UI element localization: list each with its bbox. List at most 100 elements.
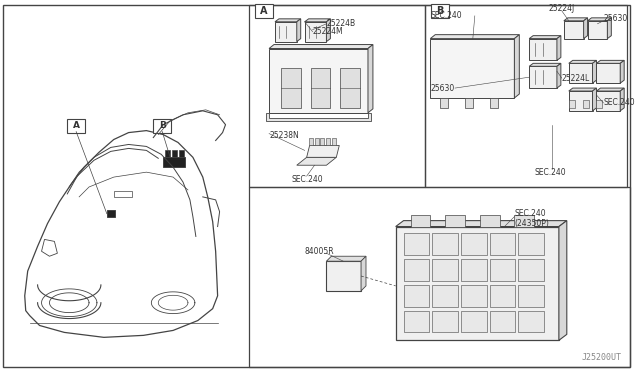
Polygon shape <box>326 19 330 42</box>
Bar <box>281 68 301 108</box>
Bar <box>564 21 584 39</box>
Polygon shape <box>596 88 624 91</box>
Polygon shape <box>269 45 373 48</box>
Polygon shape <box>559 221 567 340</box>
Bar <box>461 311 486 333</box>
Bar <box>432 311 458 333</box>
Polygon shape <box>326 256 366 261</box>
Text: A: A <box>73 121 79 130</box>
Bar <box>404 285 429 307</box>
Polygon shape <box>557 36 561 60</box>
Polygon shape <box>275 19 301 22</box>
Polygon shape <box>297 157 337 165</box>
Bar <box>461 259 486 281</box>
Polygon shape <box>588 18 611 21</box>
Text: 84005R: 84005R <box>305 247 334 256</box>
Bar <box>518 285 544 307</box>
Bar <box>249 5 426 187</box>
Bar <box>490 259 515 281</box>
Polygon shape <box>361 256 366 291</box>
Bar <box>490 311 515 333</box>
Polygon shape <box>297 19 301 42</box>
Text: SEC.240: SEC.240 <box>430 12 462 20</box>
Text: 25224B: 25224B <box>326 19 356 28</box>
Bar <box>321 138 324 145</box>
Bar <box>163 157 185 167</box>
Bar <box>404 311 429 333</box>
Text: SEC.240: SEC.240 <box>534 168 566 177</box>
Bar <box>326 138 330 145</box>
Bar <box>326 261 361 291</box>
Text: 25224J: 25224J <box>549 4 575 13</box>
Polygon shape <box>569 60 596 63</box>
Bar <box>490 285 515 307</box>
Bar <box>404 259 429 281</box>
Text: 25238N: 25238N <box>269 131 299 140</box>
Polygon shape <box>557 63 561 88</box>
Text: SEC.240: SEC.240 <box>515 209 546 218</box>
Text: B: B <box>159 121 166 130</box>
Polygon shape <box>430 35 519 39</box>
Polygon shape <box>584 18 588 39</box>
Bar <box>445 215 465 227</box>
Bar <box>340 68 360 108</box>
Text: 25224M: 25224M <box>312 27 343 36</box>
Polygon shape <box>266 113 371 121</box>
Bar <box>490 98 497 108</box>
Polygon shape <box>620 60 624 83</box>
Polygon shape <box>620 88 624 111</box>
Polygon shape <box>515 35 519 98</box>
Text: (24350P): (24350P) <box>515 219 549 228</box>
Bar <box>314 138 319 145</box>
Polygon shape <box>607 18 611 39</box>
Polygon shape <box>593 60 596 83</box>
Bar <box>179 150 184 157</box>
Bar <box>432 259 458 281</box>
Bar <box>432 234 458 255</box>
Bar <box>255 4 273 18</box>
Bar <box>518 234 544 255</box>
Polygon shape <box>368 45 373 113</box>
Polygon shape <box>596 60 624 63</box>
Text: B: B <box>436 6 444 16</box>
Bar <box>172 150 177 157</box>
Bar <box>569 63 593 83</box>
Bar <box>596 63 620 83</box>
Bar <box>529 66 557 88</box>
Bar <box>305 22 326 42</box>
Bar <box>410 215 430 227</box>
Text: 25630: 25630 <box>430 84 454 93</box>
Polygon shape <box>305 19 330 22</box>
Bar <box>461 285 486 307</box>
Bar <box>490 234 515 255</box>
Bar <box>596 91 620 111</box>
Bar <box>480 215 500 227</box>
Bar <box>396 227 559 340</box>
Polygon shape <box>569 88 596 91</box>
Bar <box>310 68 330 108</box>
Bar <box>518 311 544 333</box>
Bar <box>596 100 602 108</box>
Text: SEC.240: SEC.240 <box>604 99 635 108</box>
Bar <box>582 100 589 108</box>
Bar <box>404 234 429 255</box>
Bar <box>275 22 297 42</box>
Bar <box>431 4 449 18</box>
Bar <box>165 150 170 157</box>
Polygon shape <box>529 63 561 66</box>
Bar <box>430 39 515 98</box>
Bar <box>518 259 544 281</box>
Bar <box>308 138 312 145</box>
Text: A: A <box>260 6 268 16</box>
Polygon shape <box>396 221 567 227</box>
Bar <box>569 91 593 111</box>
Polygon shape <box>307 145 339 157</box>
Bar <box>426 5 627 187</box>
Text: J25200UT: J25200UT <box>581 353 621 362</box>
Text: SEC.240: SEC.240 <box>292 174 323 183</box>
Bar <box>67 119 85 132</box>
Bar <box>432 285 458 307</box>
Bar <box>569 100 575 108</box>
Bar <box>515 215 534 227</box>
Text: 25630: 25630 <box>604 15 628 23</box>
